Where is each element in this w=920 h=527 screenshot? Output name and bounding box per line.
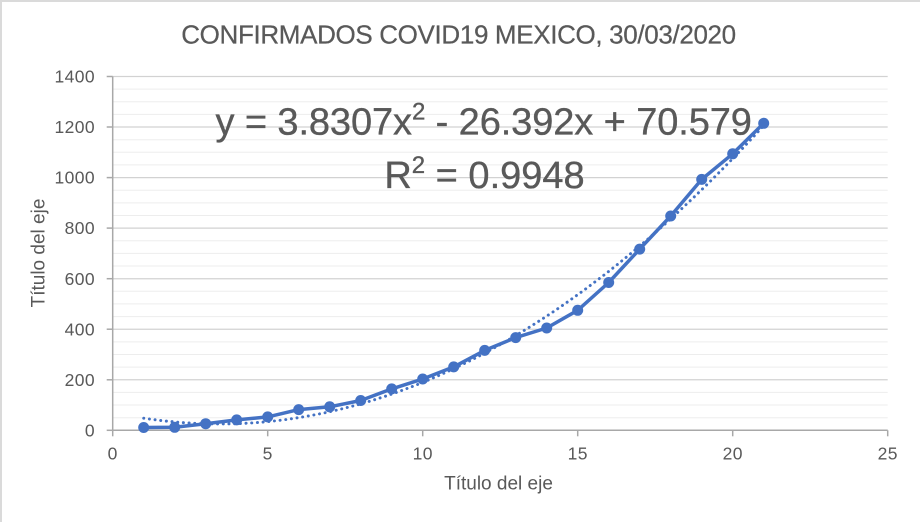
svg-text:25: 25 — [878, 444, 898, 464]
svg-text:15: 15 — [568, 444, 588, 464]
svg-text:600: 600 — [65, 269, 95, 289]
svg-text:1200: 1200 — [54, 117, 95, 137]
svg-text:y = 3.8307x2 - 26.392x + 70.57: y = 3.8307x2 - 26.392x + 70.579 — [216, 99, 752, 144]
svg-text:Título del eje: Título del eje — [444, 474, 553, 495]
svg-text:20: 20 — [723, 444, 743, 464]
svg-text:200: 200 — [65, 370, 95, 390]
svg-text:400: 400 — [65, 319, 95, 339]
svg-text:1000: 1000 — [54, 168, 95, 188]
svg-text:0: 0 — [85, 420, 95, 440]
svg-text:10: 10 — [413, 444, 433, 464]
svg-text:800: 800 — [65, 218, 95, 238]
svg-text:0: 0 — [108, 444, 118, 464]
svg-text:5: 5 — [263, 444, 273, 464]
svg-text:Título del eje: Título del eje — [29, 199, 50, 308]
svg-text:1400: 1400 — [54, 67, 95, 87]
svg-text:CONFIRMADOS COVID19 MEXICO, 30: CONFIRMADOS COVID19 MEXICO, 30/03/2020 — [181, 20, 736, 50]
